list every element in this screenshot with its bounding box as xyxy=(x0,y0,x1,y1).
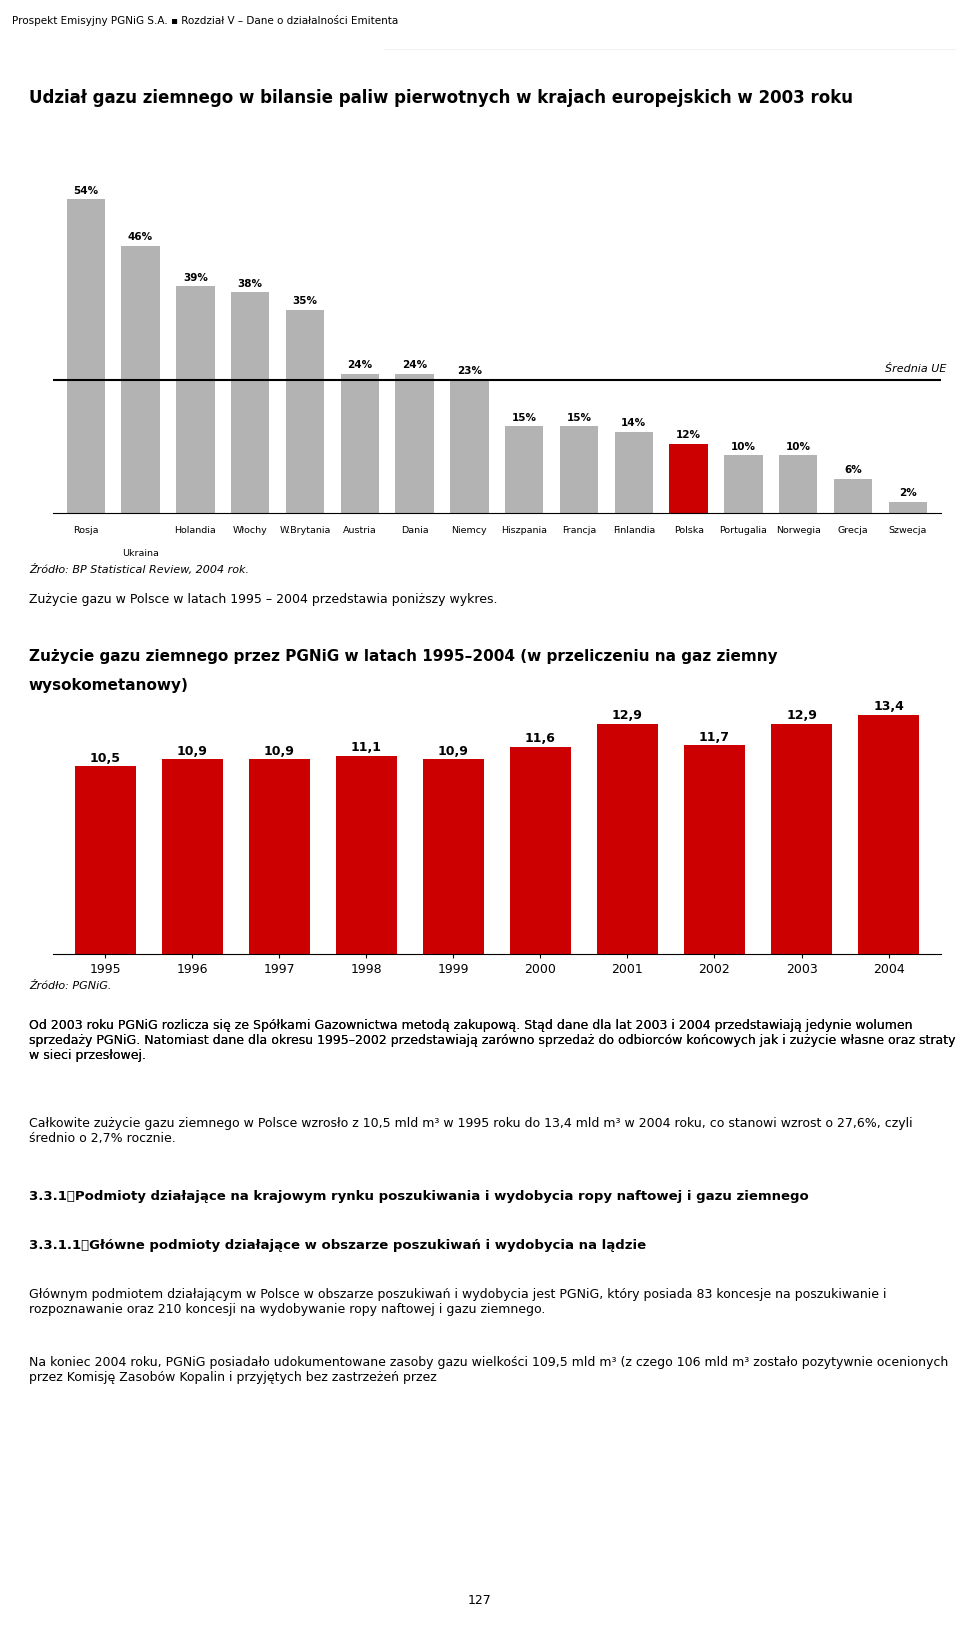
Text: Zużycie gazu w Polsce w latach 1995 – 2004 przedstawia poniższy wykres.: Zużycie gazu w Polsce w latach 1995 – 20… xyxy=(29,593,497,606)
Bar xyxy=(614,432,653,513)
Text: 12,9: 12,9 xyxy=(786,709,817,722)
Bar xyxy=(669,443,708,513)
Bar xyxy=(249,760,310,954)
Text: Od 2003 roku PGNiG rozlicza się ze Spółkami Gazownictwa metodą zakupową. Stąd da: Od 2003 roku PGNiG rozlicza się ze Spółk… xyxy=(29,1019,955,1061)
Bar xyxy=(858,714,919,954)
Text: 12,9: 12,9 xyxy=(612,709,643,722)
Text: 14%: 14% xyxy=(621,419,646,429)
Text: Na koniec 2004 roku, PGNiG posiadało udokumentowane zasoby gazu wielkości 109,5 : Na koniec 2004 roku, PGNiG posiadało udo… xyxy=(29,1356,948,1384)
Text: 10,9: 10,9 xyxy=(438,745,468,758)
Text: 10,9: 10,9 xyxy=(177,745,207,758)
Text: Finlandia: Finlandia xyxy=(612,526,655,536)
Bar xyxy=(422,760,484,954)
Text: Prospekt Emisyjny PGNiG S.A. ▪ Rozdział V – Dane o działalności Emitenta: Prospekt Emisyjny PGNiG S.A. ▪ Rozdział … xyxy=(12,15,397,26)
Text: Źródło: PGNiG.: Źródło: PGNiG. xyxy=(29,981,111,991)
Bar xyxy=(336,756,396,954)
Bar xyxy=(161,760,223,954)
Text: Źródło: BP Statistical Review, 2004 rok.: Źródło: BP Statistical Review, 2004 rok. xyxy=(29,564,249,575)
Bar xyxy=(834,479,873,513)
Bar xyxy=(450,380,489,513)
Bar xyxy=(889,502,927,513)
Text: Niemcy: Niemcy xyxy=(451,526,488,536)
Text: 39%: 39% xyxy=(183,272,207,284)
Text: 24%: 24% xyxy=(402,360,427,370)
Text: Holandia: Holandia xyxy=(175,526,216,536)
Text: 11,1: 11,1 xyxy=(350,742,382,755)
Text: 10%: 10% xyxy=(786,442,811,452)
Text: Francja: Francja xyxy=(562,526,596,536)
Text: 12%: 12% xyxy=(676,430,701,440)
Text: Od 2003 roku PGNiG rozlicza się ze Spółkami Gazownictwa metodą zakupową. Stąd da: Od 2003 roku PGNiG rozlicza się ze Spółk… xyxy=(29,1019,955,1061)
Text: 46%: 46% xyxy=(128,231,153,243)
Text: 6%: 6% xyxy=(844,465,862,474)
Bar xyxy=(560,425,598,513)
Bar xyxy=(780,455,818,513)
Text: 15%: 15% xyxy=(512,412,537,422)
Text: 3.3.1.1	Główne podmioty działające w obszarze poszukiwań i wydobycia na lądzie: 3.3.1.1 Główne podmioty działające w obs… xyxy=(29,1239,646,1252)
Text: Zużycie gazu ziemnego przez PGNiG w latach 1995–2004 (w przeliczeniu na gaz ziem: Zużycie gazu ziemnego przez PGNiG w lata… xyxy=(29,649,778,663)
Bar xyxy=(176,287,214,513)
Text: Głównym podmiotem działającym w Polsce w obszarze poszukiwań i wydobycia jest PG: Głównym podmiotem działającym w Polsce w… xyxy=(29,1288,886,1315)
Text: 35%: 35% xyxy=(293,297,318,306)
Bar xyxy=(286,310,324,513)
Text: 10,9: 10,9 xyxy=(264,745,295,758)
Text: W.Brytania: W.Brytania xyxy=(279,526,330,536)
Text: 38%: 38% xyxy=(238,279,263,289)
Bar xyxy=(510,747,571,954)
Bar xyxy=(771,724,832,954)
Text: Austria: Austria xyxy=(343,526,376,536)
Text: 127: 127 xyxy=(468,1594,492,1607)
Text: 10%: 10% xyxy=(731,442,756,452)
Text: 2%: 2% xyxy=(899,489,917,499)
Text: Norwegia: Norwegia xyxy=(776,526,821,536)
Bar xyxy=(396,373,434,513)
Bar xyxy=(505,425,543,513)
Text: 11,7: 11,7 xyxy=(699,730,730,743)
Bar xyxy=(121,246,159,513)
Text: 13,4: 13,4 xyxy=(874,701,904,714)
Bar xyxy=(684,745,745,954)
Text: Portugalia: Portugalia xyxy=(720,526,767,536)
Text: Dania: Dania xyxy=(400,526,428,536)
Text: Ukraina: Ukraina xyxy=(122,549,159,559)
Text: Grecja: Grecja xyxy=(838,526,869,536)
Text: wysokometanowy): wysokometanowy) xyxy=(29,678,189,693)
Bar xyxy=(66,199,105,513)
Bar xyxy=(231,292,270,513)
Text: 15%: 15% xyxy=(566,412,591,422)
Text: 54%: 54% xyxy=(73,186,98,196)
Bar xyxy=(724,455,762,513)
Text: Hiszpania: Hiszpania xyxy=(501,526,547,536)
Text: Polska: Polska xyxy=(674,526,704,536)
Bar xyxy=(75,766,135,954)
Text: 23%: 23% xyxy=(457,367,482,377)
Text: Całkowite zużycie gazu ziemnego w Polsce wzrosło z 10,5 mld m³ w 1995 roku do 13: Całkowite zużycie gazu ziemnego w Polsce… xyxy=(29,1117,912,1144)
Text: 10,5: 10,5 xyxy=(89,751,121,764)
Text: Rosja: Rosja xyxy=(73,526,99,536)
Text: Szwecja: Szwecja xyxy=(889,526,927,536)
Bar xyxy=(341,373,379,513)
Text: Udział gazu ziemnego w bilansie paliw pierwotnych w krajach europejskich w 2003 : Udział gazu ziemnego w bilansie paliw pi… xyxy=(29,88,852,108)
Text: 11,6: 11,6 xyxy=(525,732,556,745)
Text: Średnia UE: Średnia UE xyxy=(885,363,947,373)
Bar xyxy=(597,724,658,954)
Text: Włochy: Włochy xyxy=(232,526,268,536)
Text: 24%: 24% xyxy=(348,360,372,370)
Text: 3.3.1	Podmioty działające na krajowym rynku poszukiwania i wydobycia ropy naftow: 3.3.1 Podmioty działające na krajowym ry… xyxy=(29,1190,808,1203)
